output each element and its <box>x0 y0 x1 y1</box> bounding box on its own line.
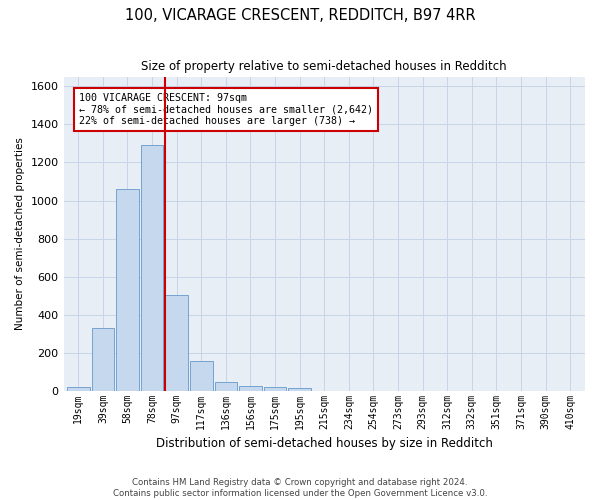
Bar <box>92 328 114 390</box>
X-axis label: Distribution of semi-detached houses by size in Redditch: Distribution of semi-detached houses by … <box>156 437 493 450</box>
Text: Contains HM Land Registry data © Crown copyright and database right 2024.
Contai: Contains HM Land Registry data © Crown c… <box>113 478 487 498</box>
Y-axis label: Number of semi-detached properties: Number of semi-detached properties <box>15 138 25 330</box>
Bar <box>116 189 139 390</box>
Text: 100, VICARAGE CRESCENT, REDDITCH, B97 4RR: 100, VICARAGE CRESCENT, REDDITCH, B97 4R… <box>125 8 475 22</box>
Bar <box>67 387 89 390</box>
Title: Size of property relative to semi-detached houses in Redditch: Size of property relative to semi-detach… <box>142 60 507 73</box>
Bar <box>264 387 286 390</box>
Bar <box>166 294 188 390</box>
Bar <box>239 386 262 390</box>
Bar <box>190 361 212 390</box>
Text: 100 VICARAGE CRESCENT: 97sqm
← 78% of semi-detached houses are smaller (2,642)
2: 100 VICARAGE CRESCENT: 97sqm ← 78% of se… <box>79 92 373 126</box>
Bar <box>289 388 311 390</box>
Bar <box>215 382 237 390</box>
Bar <box>141 146 163 390</box>
